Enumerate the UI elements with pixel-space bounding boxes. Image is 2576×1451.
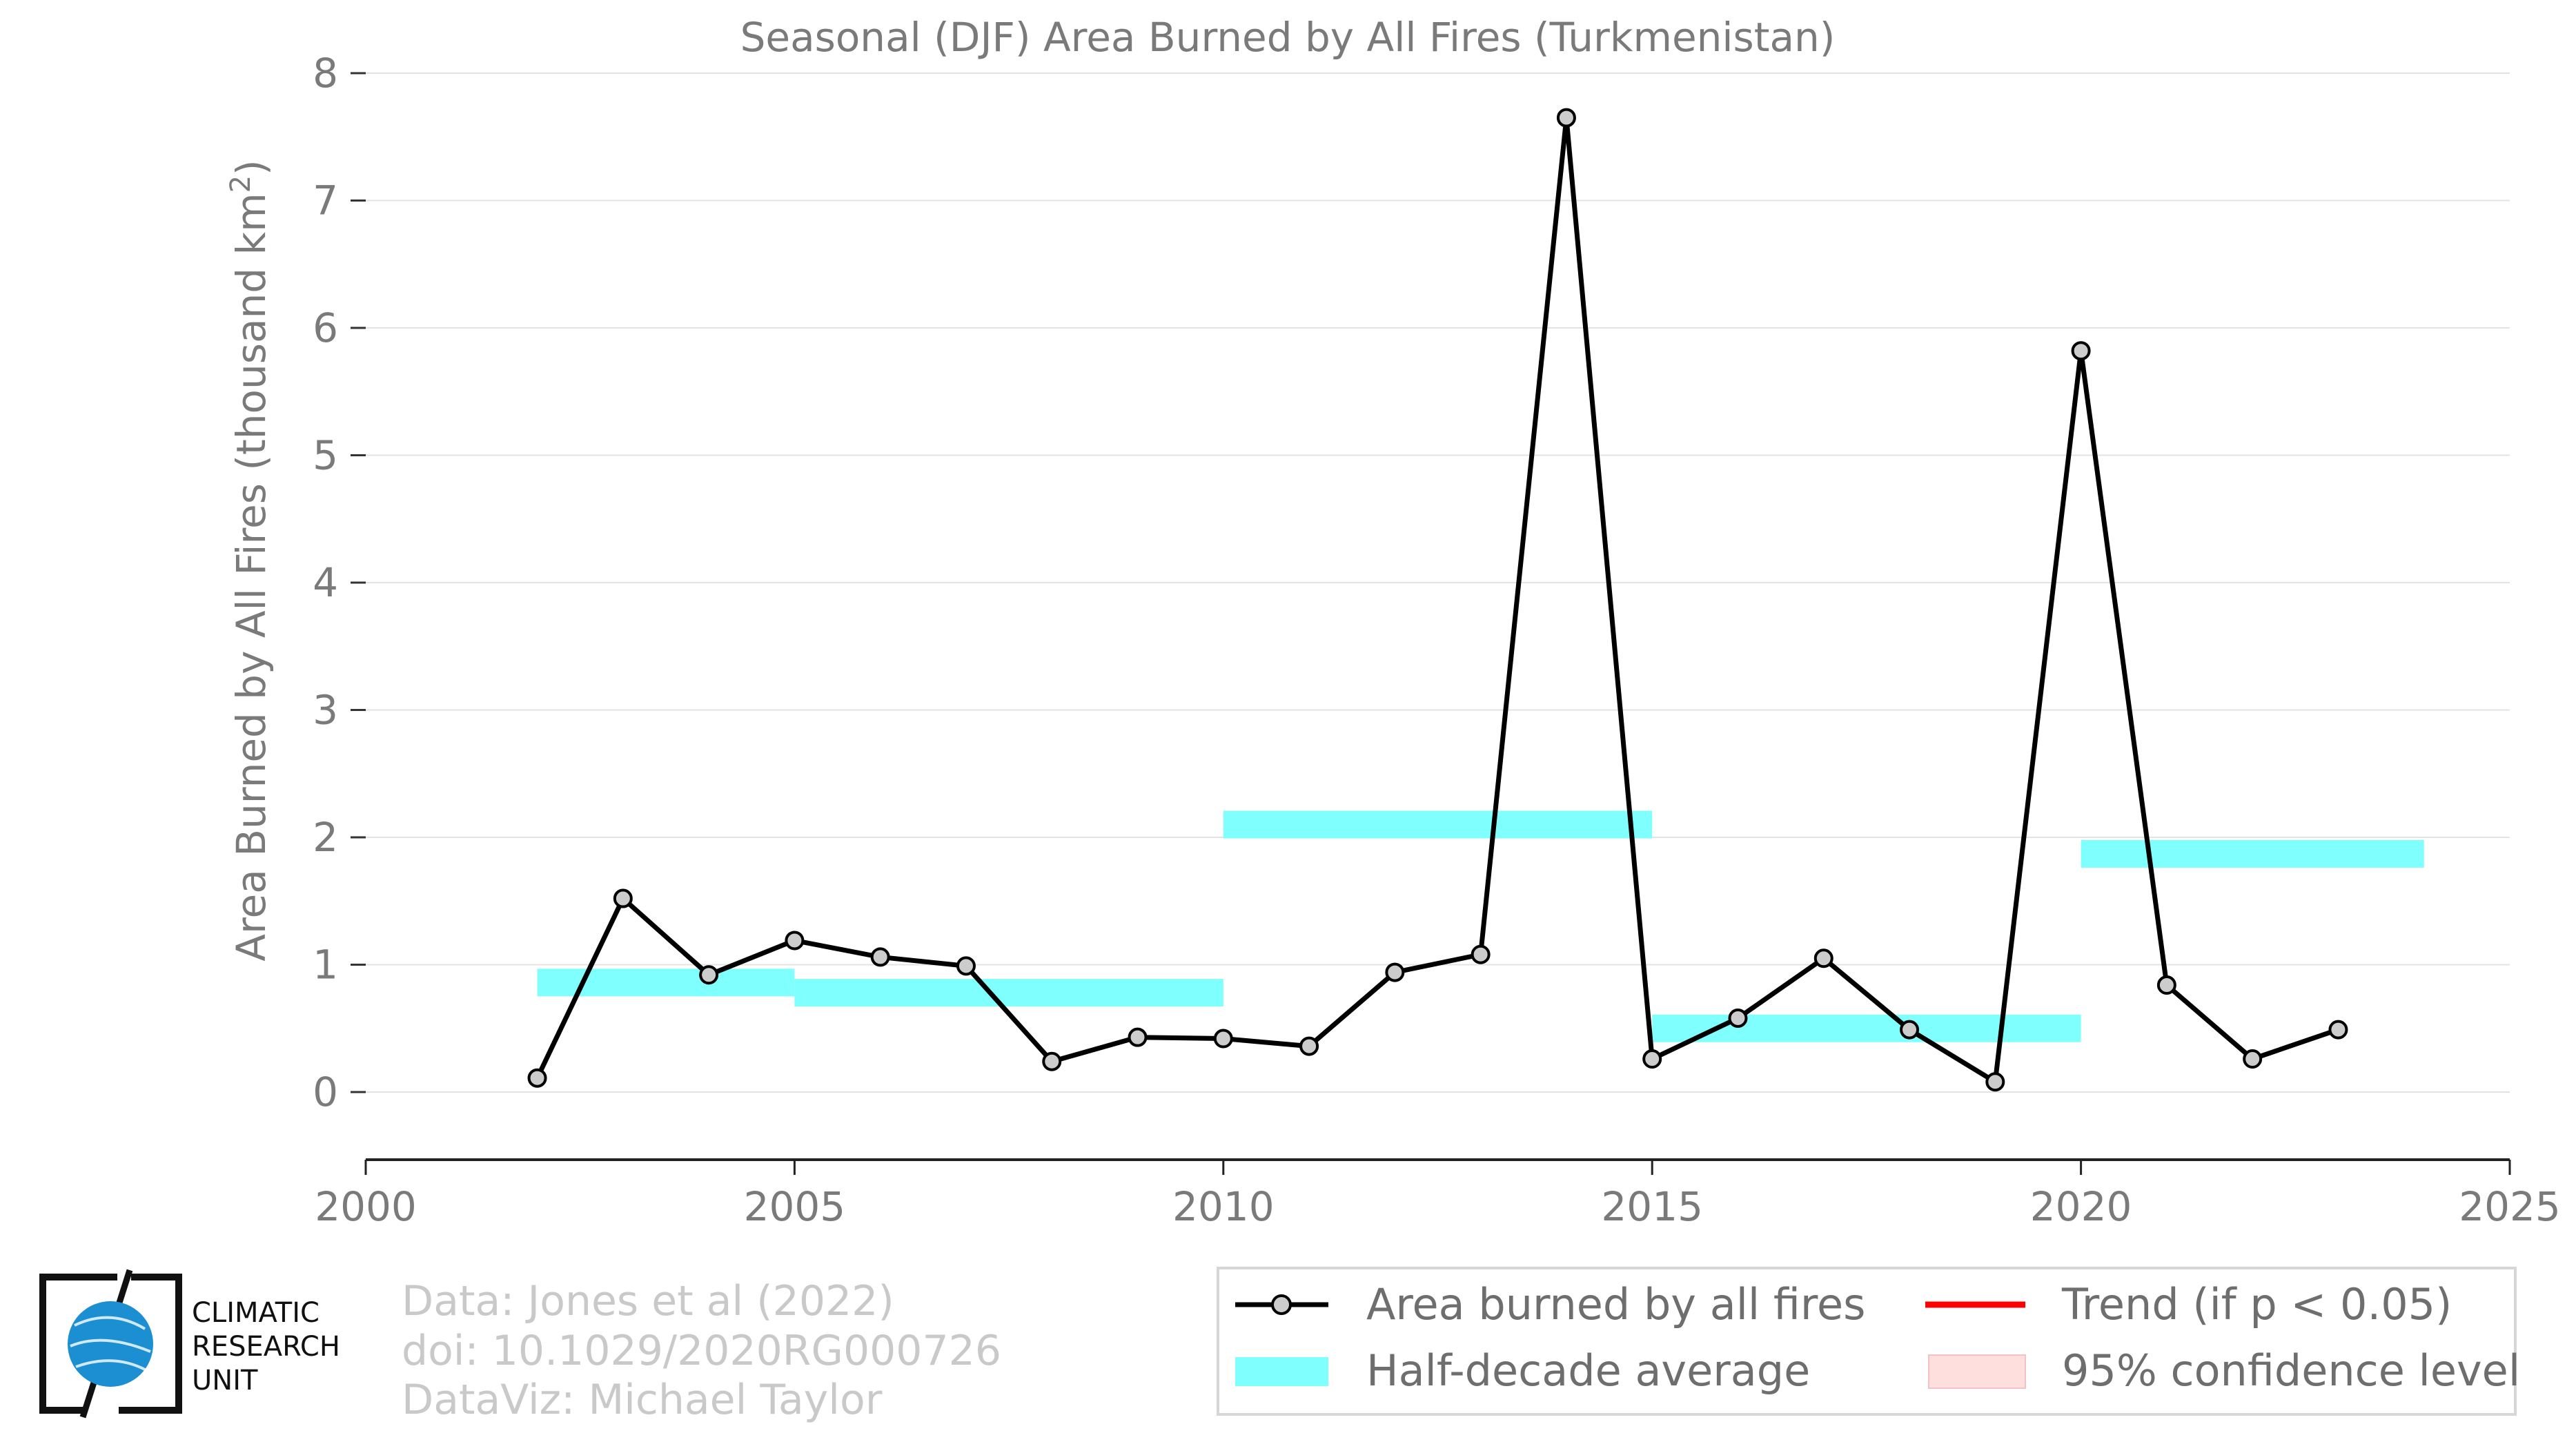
x-tick-label-2000: 2000 <box>315 1183 417 1230</box>
legend-label-half-decade: Half-decade average <box>1366 1345 1810 1396</box>
legend-label-area-burned: Area burned by all fires <box>1366 1279 1865 1330</box>
credit-doi: doi: 10.1029/2020RG000726 <box>402 1327 1001 1375</box>
data-point-2022 <box>2243 1049 2263 1069</box>
chart-title: Seasonal (DJF) Area Burned by All Fires … <box>740 14 1836 61</box>
data-point-2015 <box>1642 1049 1662 1069</box>
x-tick-label-2025: 2025 <box>2459 1183 2561 1230</box>
y-axis-ticks: 0 1 2 3 4 5 6 7 8 <box>313 50 366 1116</box>
y-tick-label-1: 1 <box>313 942 338 989</box>
legend-box <box>1217 1267 2517 1416</box>
data-point-2016 <box>1728 1008 1748 1028</box>
y-axis-label: Area Burned by All Fires (thousand km2) <box>225 159 275 961</box>
data-point-2013 <box>1471 944 1491 964</box>
logo-text-unit: UNIT <box>192 1365 258 1396</box>
data-point-2003 <box>613 888 633 908</box>
globe-contour-icon <box>70 1316 151 1372</box>
y-tick-label-2: 2 <box>313 814 338 861</box>
logo-bracket-icon <box>39 1274 182 1414</box>
credits: Data: Jones et al (2022) doi: 10.1029/20… <box>402 1277 1001 1424</box>
data-point-2005 <box>785 931 805 951</box>
data-point-2021 <box>2156 975 2176 995</box>
half-decade-bar-2 <box>794 979 1223 1007</box>
data-point-2006 <box>870 947 890 967</box>
legend-swatch-half-decade <box>1235 1357 1328 1386</box>
data-point-2010 <box>1213 1029 1233 1049</box>
legend-label-confidence: 95% confidence level <box>2062 1345 2520 1396</box>
x-tick-label-2010: 2010 <box>1172 1183 1275 1230</box>
data-point-2009 <box>1128 1027 1148 1047</box>
legend-swatch-confidence <box>1928 1354 2026 1389</box>
gridlines <box>366 72 2510 1093</box>
x-tick-label-2015: 2015 <box>1601 1183 1703 1230</box>
data-point-2023 <box>2328 1020 2348 1040</box>
x-tick-label-2020: 2020 <box>2030 1183 2132 1230</box>
half-decade-bar-4 <box>1652 1014 2081 1042</box>
data-point-2011 <box>1299 1036 1319 1056</box>
credit-data-source: Data: Jones et al (2022) <box>402 1277 894 1325</box>
half-decade-bar-5 <box>2081 839 2424 868</box>
data-point-2017 <box>1813 948 1833 968</box>
data-point-2004 <box>699 965 719 985</box>
series-line-1 <box>535 115 2339 1084</box>
y-axis-label-sup: 2 <box>225 175 257 193</box>
data-point-2012 <box>1385 962 1405 982</box>
half-decade-average-bars <box>537 810 2424 1042</box>
y-axis-label-close: ) <box>228 159 275 175</box>
credit-dataviz: DataViz: Michael Taylor <box>402 1376 883 1424</box>
data-point-2007 <box>956 956 976 976</box>
cru-logo: CLIMATIC RESEARCH UNIT <box>39 1269 340 1419</box>
y-tick-label-5: 5 <box>313 432 338 479</box>
legend-marker-area-burned <box>1271 1294 1292 1315</box>
data-point-2020 <box>2071 341 2091 361</box>
series-area-burned <box>527 108 2348 1092</box>
y-tick-label-4: 4 <box>313 559 338 606</box>
logo-text-climatic: CLIMATIC <box>192 1297 319 1329</box>
data-point-2002 <box>527 1068 547 1088</box>
data-point-2014 <box>1556 108 1576 128</box>
y-tick-label-6: 6 <box>313 304 338 351</box>
x-axis: 2000 2005 2010 2015 2020 2025 <box>315 1158 2561 1230</box>
data-point-2018 <box>1900 1020 1920 1040</box>
legend-label-trend: Trend (if p < 0.05) <box>2061 1279 2452 1330</box>
logo-text-research: RESEARCH <box>192 1331 340 1363</box>
data-point-2008 <box>1042 1051 1062 1071</box>
y-tick-label-7: 7 <box>313 177 338 224</box>
x-tick-label-2005: 2005 <box>744 1183 846 1230</box>
data-point-2019 <box>1985 1072 2005 1092</box>
legend: Area burned by all fires Trend (if p < 0… <box>1217 1267 2520 1416</box>
y-tick-label-8: 8 <box>313 50 338 97</box>
y-tick-label-0: 0 <box>313 1069 338 1116</box>
y-tick-label-3: 3 <box>313 687 338 734</box>
half-decade-bar-3 <box>1223 810 1653 839</box>
